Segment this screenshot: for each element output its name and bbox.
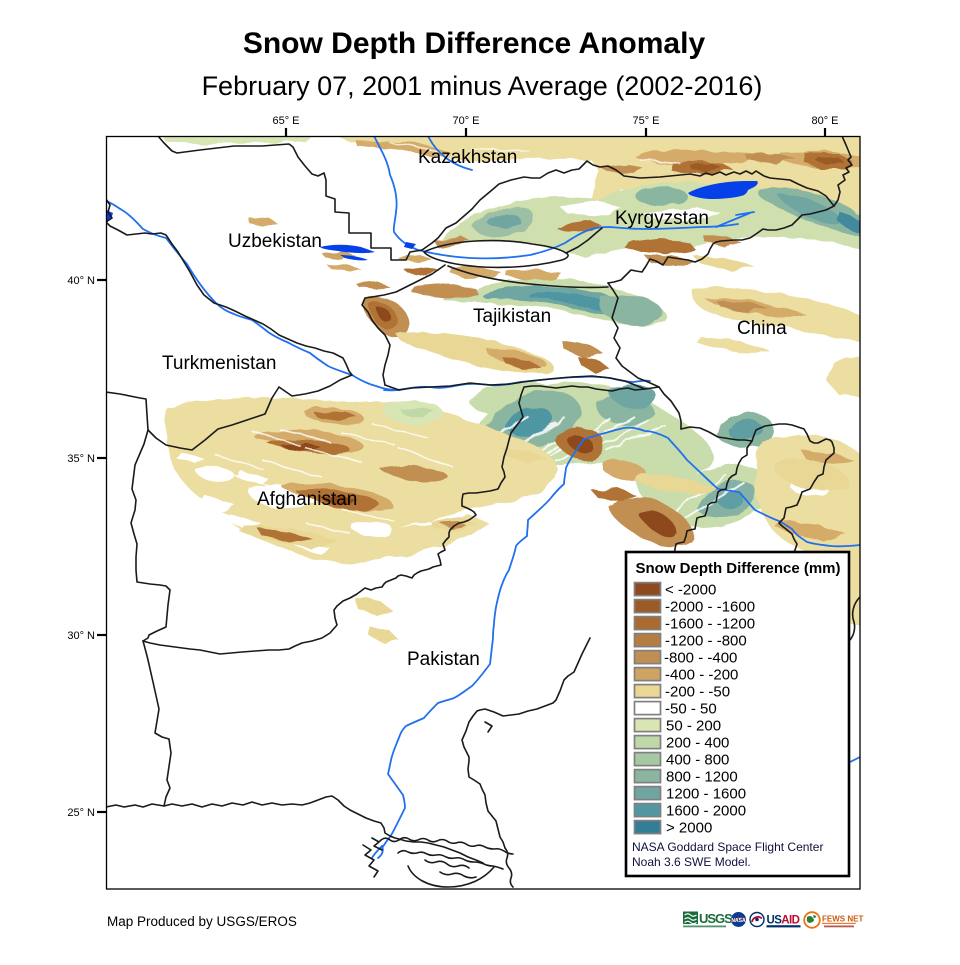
svg-text:-400 - -200: -400 - -200 — [665, 667, 738, 684]
svg-text:200 - 400: 200 - 400 — [666, 735, 729, 752]
svg-text:Snow Depth Difference (mm): Snow Depth Difference (mm) — [635, 560, 840, 577]
svg-text:50 - 200: 50 - 200 — [666, 718, 721, 735]
svg-text:800 - 1200: 800 - 1200 — [666, 769, 738, 786]
svg-text:Pakistan: Pakistan — [407, 649, 480, 670]
svg-text:35° N: 35° N — [67, 453, 95, 465]
svg-text:NASA Goddard Space Flight Cent: NASA Goddard Space Flight Center — [632, 840, 823, 854]
svg-text:Tajikistan: Tajikistan — [473, 306, 551, 327]
svg-text:Map Produced by USGS/EROS: Map Produced by USGS/EROS — [107, 914, 297, 929]
svg-text:-1600 - -1200: -1600 - -1200 — [665, 616, 755, 633]
svg-text:Kyrgyzstan: Kyrgyzstan — [615, 208, 709, 229]
svg-text:400 - 800: 400 - 800 — [666, 752, 729, 769]
svg-text:40° N: 40° N — [67, 275, 95, 287]
svg-text:-800 - -400: -800 - -400 — [664, 650, 737, 667]
svg-text:Afghanistan: Afghanistan — [257, 489, 357, 510]
svg-text:Noah 3.6 SWE Model.: Noah 3.6 SWE Model. — [632, 855, 751, 869]
svg-text:1200 - 1600: 1200 - 1600 — [666, 786, 746, 803]
svg-text:China: China — [737, 318, 787, 339]
svg-text:30° N: 30° N — [67, 630, 95, 642]
svg-text:70° E: 70° E — [452, 115, 479, 127]
svg-text:FEWS NET: FEWS NET — [822, 915, 863, 924]
svg-text:-1200 - -800: -1200 - -800 — [665, 633, 747, 650]
svg-text:Uzbekistan: Uzbekistan — [228, 231, 322, 252]
svg-text:1600 - 2000: 1600 - 2000 — [666, 803, 746, 820]
svg-text:February 07, 2001 minus Averag: February 07, 2001 minus Average (2002-20… — [202, 71, 763, 101]
svg-text:80° E: 80° E — [811, 115, 838, 127]
svg-text:Snow Depth Difference Anomaly: Snow Depth Difference Anomaly — [243, 27, 706, 60]
svg-text:USGS: USGS — [699, 911, 733, 926]
svg-text:-50 - 50: -50 - 50 — [665, 701, 717, 718]
svg-text:> 2000: > 2000 — [666, 820, 712, 837]
svg-text:25° N: 25° N — [67, 807, 95, 819]
svg-text:Kazakhstan: Kazakhstan — [418, 147, 517, 168]
svg-text:< -2000: < -2000 — [665, 582, 716, 599]
svg-text:-200 - -50: -200 - -50 — [665, 684, 730, 701]
svg-text:75° E: 75° E — [632, 115, 659, 127]
svg-text:NASA: NASA — [731, 918, 746, 924]
svg-text:-2000 - -1600: -2000 - -1600 — [665, 599, 755, 616]
svg-text:USAID: USAID — [767, 915, 800, 927]
svg-text:Turkmenistan: Turkmenistan — [162, 353, 276, 374]
svg-text:65° E: 65° E — [272, 115, 299, 127]
